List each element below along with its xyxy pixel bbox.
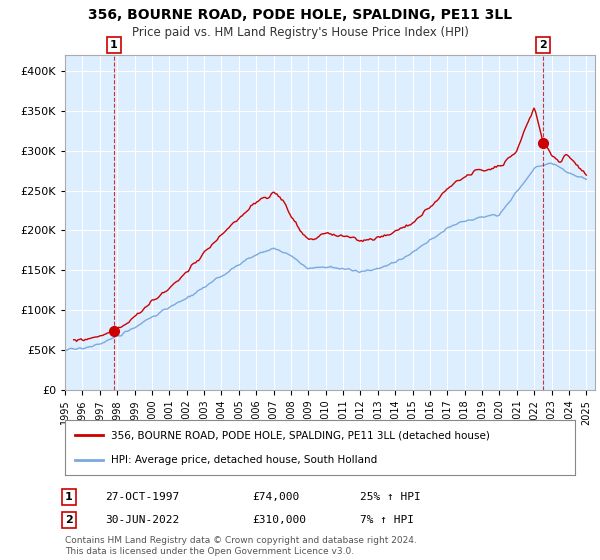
Text: 1: 1 [110,40,118,50]
Text: 2: 2 [539,40,547,50]
Text: £310,000: £310,000 [252,515,306,525]
Text: 2: 2 [65,515,73,525]
Text: Contains HM Land Registry data © Crown copyright and database right 2024.
This d: Contains HM Land Registry data © Crown c… [65,536,416,556]
Text: 30-JUN-2022: 30-JUN-2022 [105,515,179,525]
Text: HPI: Average price, detached house, South Holland: HPI: Average price, detached house, Sout… [111,455,377,465]
Text: 7% ↑ HPI: 7% ↑ HPI [360,515,414,525]
Text: 356, BOURNE ROAD, PODE HOLE, SPALDING, PE11 3LL (detached house): 356, BOURNE ROAD, PODE HOLE, SPALDING, P… [111,431,490,440]
Text: 25% ↑ HPI: 25% ↑ HPI [360,492,421,502]
Text: 356, BOURNE ROAD, PODE HOLE, SPALDING, PE11 3LL: 356, BOURNE ROAD, PODE HOLE, SPALDING, P… [88,8,512,22]
Text: 27-OCT-1997: 27-OCT-1997 [105,492,179,502]
Text: 1: 1 [65,492,73,502]
Text: Price paid vs. HM Land Registry's House Price Index (HPI): Price paid vs. HM Land Registry's House … [131,26,469,39]
Text: £74,000: £74,000 [252,492,299,502]
